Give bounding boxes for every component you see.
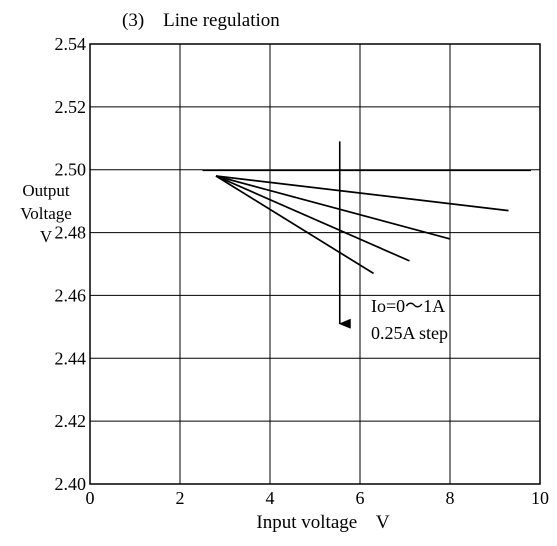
y-tick-label: 2.44 bbox=[55, 348, 87, 368]
y-axis-label: Output Voltage V bbox=[20, 181, 72, 246]
y-tick-label: 2.50 bbox=[55, 160, 87, 180]
load-annotation: Io=0〜1A 0.25A step bbox=[371, 296, 448, 343]
annotation-line: Io=0〜1A bbox=[371, 296, 445, 316]
x-tick-label: 4 bbox=[266, 488, 275, 508]
chart-title: (3) Line regulation bbox=[122, 10, 280, 31]
y-axis-label-line: V bbox=[40, 227, 53, 246]
y-tick-label: 2.54 bbox=[55, 34, 87, 54]
series-lines bbox=[202, 169, 531, 275]
x-tick-label: 10 bbox=[531, 488, 549, 508]
x-tick-label: 2 bbox=[176, 488, 185, 508]
y-tick-label: 2.48 bbox=[55, 223, 87, 243]
annotation-line: 0.25A step bbox=[371, 323, 448, 343]
series-line-1 bbox=[215, 175, 509, 212]
x-tick-label: 6 bbox=[356, 488, 365, 508]
y-tick-label: 2.42 bbox=[55, 411, 87, 431]
series-line-4 bbox=[215, 175, 374, 275]
series-line-2 bbox=[215, 175, 451, 240]
x-tick-labels: 0 2 4 6 8 10 bbox=[86, 488, 550, 508]
series-line-3 bbox=[215, 175, 410, 262]
y-tick-label: 2.40 bbox=[55, 474, 87, 494]
y-tick-label: 2.46 bbox=[55, 285, 87, 305]
y-tick-label: 2.52 bbox=[55, 97, 87, 117]
y-tick-labels: 2.54 2.52 2.50 2.48 2.46 2.44 2.42 2.40 bbox=[55, 34, 87, 494]
x-tick-label: 8 bbox=[446, 488, 455, 508]
y-axis-label-line: Output bbox=[22, 181, 70, 200]
grid bbox=[89, 43, 541, 485]
x-tick-label: 0 bbox=[86, 488, 95, 508]
x-axis-label: Input voltage V bbox=[256, 512, 389, 533]
plot-frame bbox=[89, 43, 541, 485]
y-axis-label-line: Voltage bbox=[20, 204, 72, 223]
